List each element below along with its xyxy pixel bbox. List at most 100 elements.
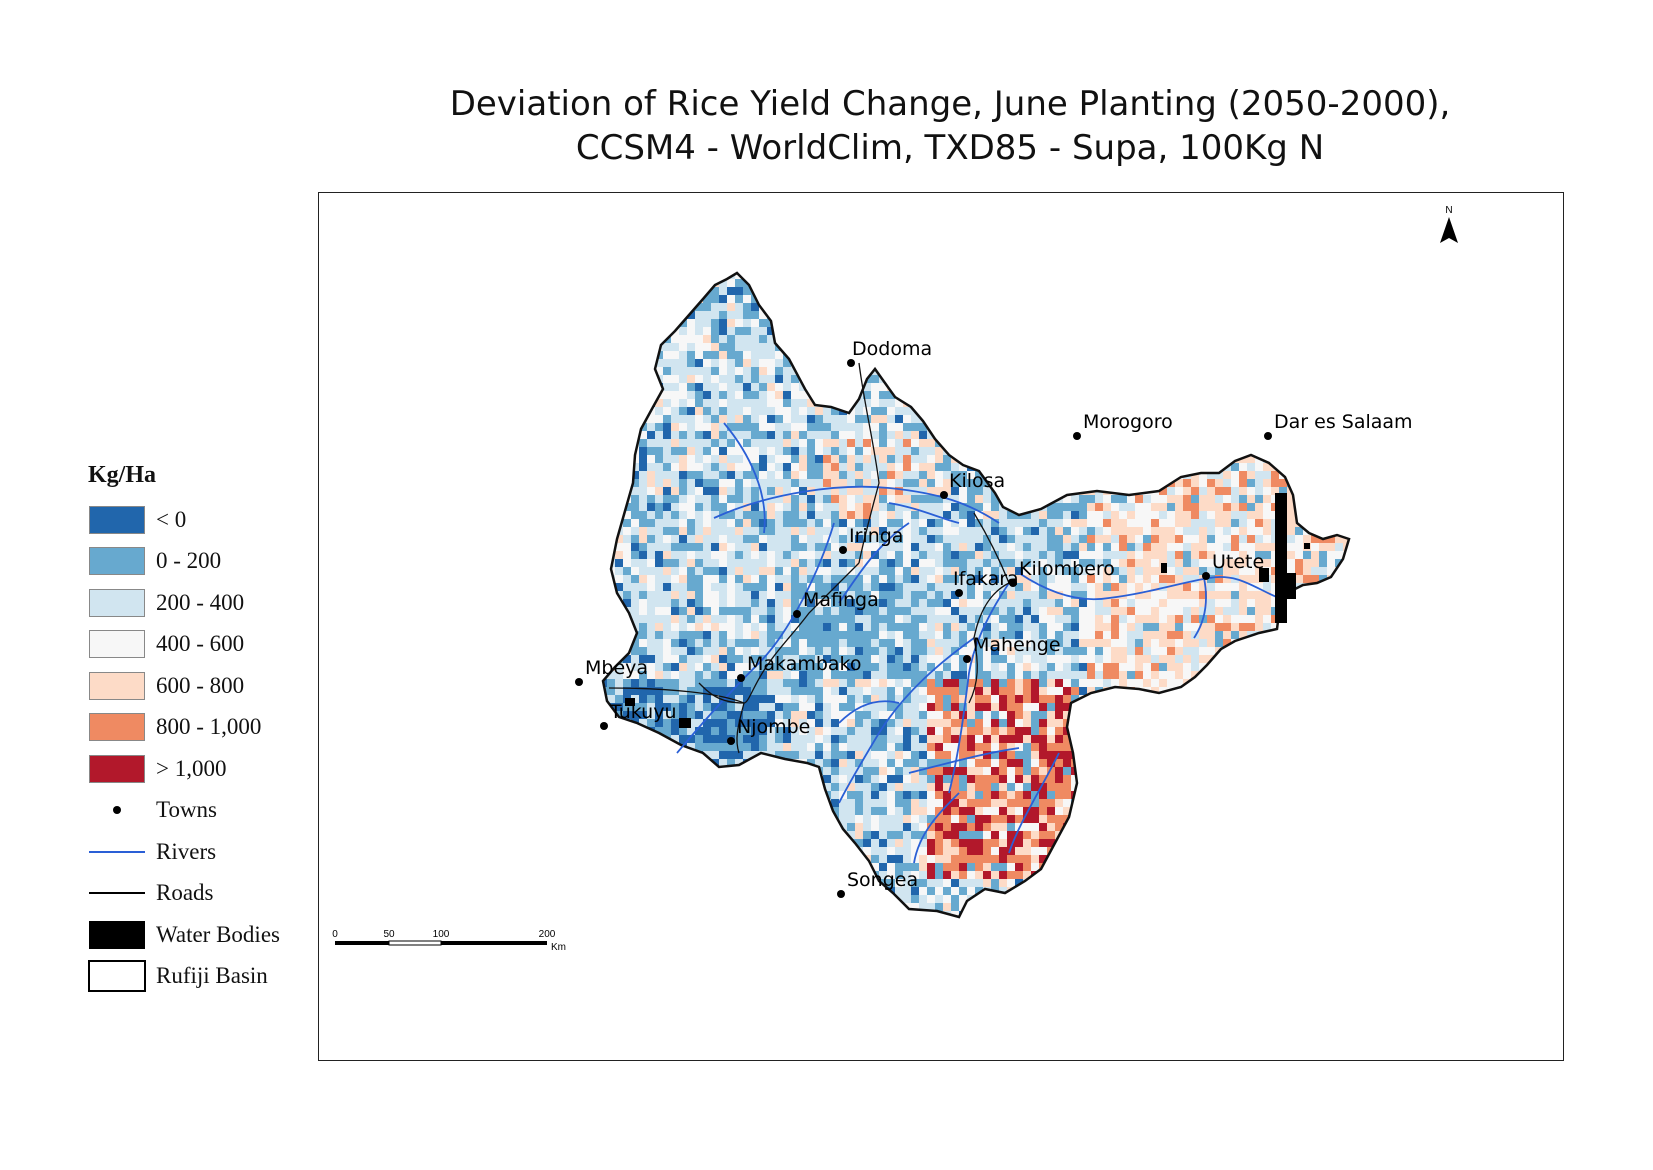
legend-basin-row: Rufiji Basin: [88, 956, 318, 998]
rivers-layer: [676, 422, 1280, 864]
town-makambako: Makambako: [737, 653, 862, 682]
town-dot-icon: [1264, 432, 1272, 440]
scale-tick-label: 100: [433, 929, 450, 940]
legend-class-label: 0 - 200: [156, 548, 222, 574]
town-dot-icon: [1202, 572, 1210, 580]
town-dar-es-salaam: Dar es Salaam: [1264, 411, 1413, 440]
town-dot-icon: [955, 589, 963, 597]
legend-class-label: > 1,000: [156, 755, 227, 781]
town-dot-icon: [940, 491, 948, 499]
river: [948, 582, 1010, 794]
legend-rivers-row: Rivers: [88, 831, 318, 873]
legend-rivers-label: Rivers: [156, 838, 217, 864]
town-songea: Songea: [837, 869, 918, 898]
town-dot-icon: [1073, 432, 1081, 440]
town-dodoma: Dodoma: [847, 338, 932, 367]
legend-class-label: 200 - 400: [156, 589, 245, 615]
legend-class-label: 400 - 600: [156, 631, 245, 657]
river: [888, 502, 960, 524]
town-dot-icon: [575, 678, 583, 686]
legend-class-row: 800 - 1,000: [88, 707, 318, 749]
town-utete: Utete: [1202, 551, 1264, 580]
legend-swatch: [89, 630, 145, 659]
legend-towns-label: Towns: [156, 797, 218, 823]
legend-class-row: 400 - 600: [88, 624, 318, 666]
town-tukuyu: Tukuyu: [600, 701, 677, 730]
river: [913, 792, 960, 864]
town-label: Kilosa: [949, 470, 1005, 492]
road: [768, 562, 860, 664]
town-label: Mbeya: [585, 657, 648, 679]
river: [838, 637, 975, 804]
water-body: [679, 718, 691, 728]
scale-bar: 0 50 100 200 Km: [332, 929, 566, 953]
legend-basin-label: Rufiji Basin: [156, 963, 268, 989]
scale-tick-label: 50: [383, 929, 395, 940]
town-mbeya: Mbeya: [575, 657, 648, 686]
legend-water-row: Water Bodies: [88, 914, 318, 956]
scale-tick-label: 0: [332, 929, 338, 940]
legend-swatch: [89, 754, 145, 783]
town-iringa: Iringa: [839, 525, 903, 554]
legend-class-label: 600 - 800: [156, 672, 245, 698]
town-mafinga: Mafinga: [793, 589, 879, 618]
towns-layer: Dodoma Morogoro Dar es Salaam Kilosa Iringa U…: [575, 338, 1413, 898]
scale-tick-label: 200: [539, 929, 556, 940]
town-dot-icon: [113, 806, 121, 815]
road-line-icon: [89, 892, 145, 895]
town-dot-icon: [837, 890, 845, 898]
town-dot-icon: [963, 655, 971, 663]
yield-raster: [603, 273, 1349, 917]
legend: Kg/Ha < 0 0 - 200 200 - 400 400 - 600 60…: [88, 462, 318, 997]
town-label: Njombe: [737, 716, 810, 738]
road: [743, 662, 770, 704]
town-morogoro: Morogoro: [1073, 411, 1173, 440]
road: [698, 682, 745, 704]
town-label: Kilombero: [1019, 558, 1115, 580]
north-arrow: N: [1440, 205, 1458, 243]
scale-unit-label: Km: [551, 942, 566, 953]
legend-swatch: [89, 671, 145, 700]
town-label: Makambako: [747, 653, 862, 675]
legend-swatch: [89, 505, 145, 534]
town-kilosa: Kilosa: [940, 470, 1005, 499]
town-dot-icon: [600, 722, 608, 730]
water-body-icon: [89, 920, 145, 949]
road: [968, 637, 978, 704]
river: [908, 747, 1020, 774]
water-body: [1304, 543, 1310, 549]
legend-roads-row: Roads: [88, 873, 318, 915]
river: [713, 485, 1000, 524]
town-njombe: Njombe: [727, 716, 810, 745]
water-body: [1259, 568, 1269, 582]
map-title-line-1: Deviation of Rice Yield Change, June Pla…: [449, 84, 1451, 124]
road: [736, 702, 745, 754]
town-dot-icon: [727, 737, 735, 745]
basin-outline-icon: [88, 960, 146, 993]
river: [838, 700, 900, 724]
river: [723, 422, 766, 534]
water-body: [1284, 573, 1296, 599]
river: [1018, 572, 1280, 601]
town-label: Iringa: [849, 525, 903, 547]
north-arrow-icon: [1440, 217, 1458, 243]
north-letter: N: [1445, 205, 1452, 216]
town-mahenge: Mahenge: [963, 634, 1061, 663]
river: [676, 522, 835, 754]
river: [1008, 752, 1060, 854]
legend-towns-row: Towns: [88, 790, 318, 832]
legend-class-row: 600 - 800: [88, 665, 318, 707]
legend-class-label: 800 - 1,000: [156, 714, 262, 740]
town-kilombero: Kilombero: [1009, 558, 1115, 587]
town-label: Dar es Salaam: [1274, 411, 1413, 433]
town-dot-icon: [1009, 579, 1017, 587]
town-label: Songea: [847, 869, 918, 891]
town-label: Morogoro: [1083, 411, 1173, 433]
road: [608, 687, 745, 704]
rufiji-basin-outline: [601, 271, 1351, 919]
town-label: Tukuyu: [609, 701, 677, 723]
legend-swatch: [89, 588, 145, 617]
river: [1193, 577, 1207, 639]
town-label: Ifakara: [953, 568, 1019, 590]
town-dot-icon: [847, 359, 855, 367]
